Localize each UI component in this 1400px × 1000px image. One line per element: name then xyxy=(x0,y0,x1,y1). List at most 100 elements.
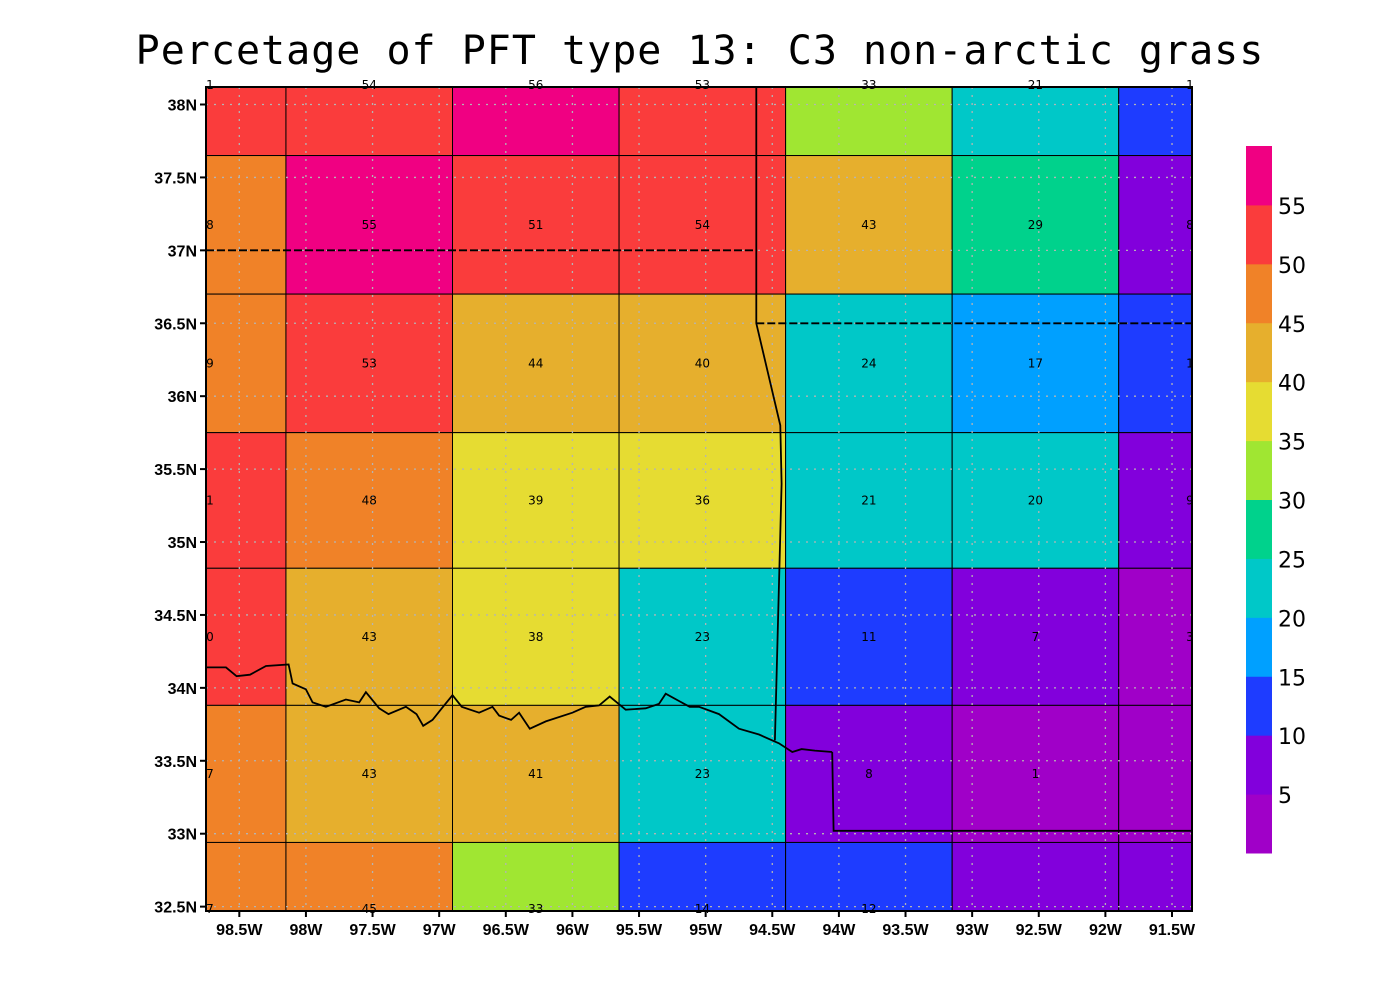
grid-cell xyxy=(452,432,620,569)
cell-value-label: 51 xyxy=(528,218,543,232)
cell-value-label: 0 xyxy=(206,630,214,644)
colorbar-swatch xyxy=(1246,204,1272,265)
grid-cell xyxy=(618,293,787,434)
x-tick-label: 93.5W xyxy=(882,922,929,939)
grid-cell xyxy=(618,86,787,157)
grid-cell xyxy=(205,432,287,569)
y-tick-label: 37N xyxy=(168,243,197,260)
colorbar-label: 10 xyxy=(1278,725,1306,750)
colorbar-label: 20 xyxy=(1278,607,1306,632)
cell-value-label: 9 xyxy=(1186,493,1194,507)
cell-value-label: 55 xyxy=(362,218,377,232)
colorbar-swatch xyxy=(1246,558,1272,618)
colorbar-label: 55 xyxy=(1278,195,1306,220)
cell-value-label: 36 xyxy=(695,493,710,507)
colorbar-swatch xyxy=(1246,322,1272,383)
x-tick-label: 98W xyxy=(289,922,323,939)
colorbar-swatch xyxy=(1246,617,1272,677)
x-tick-label: 97W xyxy=(423,922,457,939)
chart-title: Percetage of PFT type 13: C3 non-arctic … xyxy=(135,28,1265,74)
colorbar-swatch xyxy=(1246,676,1272,736)
cell-value-label: 8 xyxy=(1186,218,1194,232)
colorbar-label: 15 xyxy=(1278,666,1306,691)
y-tick-label: 34N xyxy=(168,681,197,698)
grid-cell xyxy=(205,155,287,295)
cell-value-label: 45 xyxy=(362,902,377,916)
grid-cell xyxy=(285,567,453,706)
colorbar-swatch xyxy=(1246,263,1272,324)
red-river-border xyxy=(206,663,833,753)
grid-cell xyxy=(285,293,453,434)
grid-cell xyxy=(618,432,787,569)
cell-value-label: 9 xyxy=(206,356,214,370)
cell-value-label: 41 xyxy=(528,767,543,781)
y-tick-label: 35.5N xyxy=(154,462,197,479)
y-tick-label: 38N xyxy=(168,98,197,115)
gridlines xyxy=(206,87,1192,911)
cells-layer xyxy=(205,86,1193,912)
grid-cell xyxy=(452,155,620,295)
colorbar-label: 40 xyxy=(1278,372,1306,397)
colorbar-swatch xyxy=(1246,499,1272,559)
grid-cell xyxy=(452,841,620,912)
x-tick-label: 98.5W xyxy=(216,922,263,939)
cell-value-label: 29 xyxy=(1028,218,1043,232)
grid-cell xyxy=(205,86,287,157)
cell-value-label: 43 xyxy=(362,630,377,644)
x-tick-label: 91.5W xyxy=(1149,922,1196,939)
grid-cell xyxy=(785,567,953,706)
cell-value-label: 24 xyxy=(861,356,876,370)
tx-ar-border xyxy=(831,751,1192,832)
grid-cell xyxy=(205,567,287,706)
cell-value-label: 1 xyxy=(1186,356,1194,370)
cell-value-label: 33 xyxy=(528,902,543,916)
cell-value-label: 43 xyxy=(362,767,377,781)
grid-cell xyxy=(951,155,1120,295)
grid-cell xyxy=(1118,293,1193,434)
y-tick-label: 37.5N xyxy=(154,170,197,187)
grid-cell xyxy=(1118,841,1193,912)
x-tick-label: 95.5W xyxy=(616,922,663,939)
cell-value-label: 1 xyxy=(206,493,214,507)
x-tick-label: 94.5W xyxy=(749,922,796,939)
cell-value-label: 54 xyxy=(695,218,710,232)
colorbar-swatch xyxy=(1246,146,1272,206)
cell-value-label: 7 xyxy=(1032,630,1040,644)
grid-cell xyxy=(618,841,787,912)
grid-cell xyxy=(951,293,1120,434)
grid-cell xyxy=(951,86,1120,157)
x-tick-label: 94W xyxy=(822,922,856,939)
cell-value-label: 7 xyxy=(206,902,214,916)
colorbar-swatch xyxy=(1246,381,1272,442)
grid-cell xyxy=(452,86,620,157)
cell-value-label: 48 xyxy=(362,493,377,507)
cell-value-label: 53 xyxy=(695,78,710,92)
y-tick-label: 33N xyxy=(168,827,197,844)
y-tick-label: 33.5N xyxy=(154,754,197,771)
x-tick-label: 96.5W xyxy=(483,922,530,939)
cell-value-label: 23 xyxy=(695,630,710,644)
grid-cell xyxy=(785,86,953,157)
grid-cell xyxy=(785,293,953,434)
ok-ar-border xyxy=(755,87,783,741)
cell-value-label: 7 xyxy=(206,767,214,781)
colorbar-label: 5 xyxy=(1278,784,1292,809)
x-tick-label: 93W xyxy=(956,922,990,939)
y-tick-label: 32.5N xyxy=(154,900,197,917)
cell-value-label: 14 xyxy=(695,902,710,916)
x-tick-label: 96W xyxy=(556,922,590,939)
grid-cell xyxy=(285,704,453,843)
colorbar-swatch xyxy=(1246,794,1272,854)
cell-value-label: 23 xyxy=(695,767,710,781)
cell-value-label: 54 xyxy=(362,78,377,92)
grid-cell xyxy=(285,86,453,157)
cell-value-label: 12 xyxy=(861,902,876,916)
grid-cell xyxy=(205,293,287,434)
grid-cell xyxy=(1118,86,1193,157)
y-tick-label: 34.5N xyxy=(154,608,197,625)
colorbar: 5 10 15 20 25 30 35 40 45 50 55 xyxy=(1246,146,1306,854)
x-tick-label: 95W xyxy=(689,922,723,939)
cell-value-label: 20 xyxy=(1028,493,1043,507)
plot-frame xyxy=(205,86,1193,912)
cell-value-label: 8 xyxy=(206,218,214,232)
